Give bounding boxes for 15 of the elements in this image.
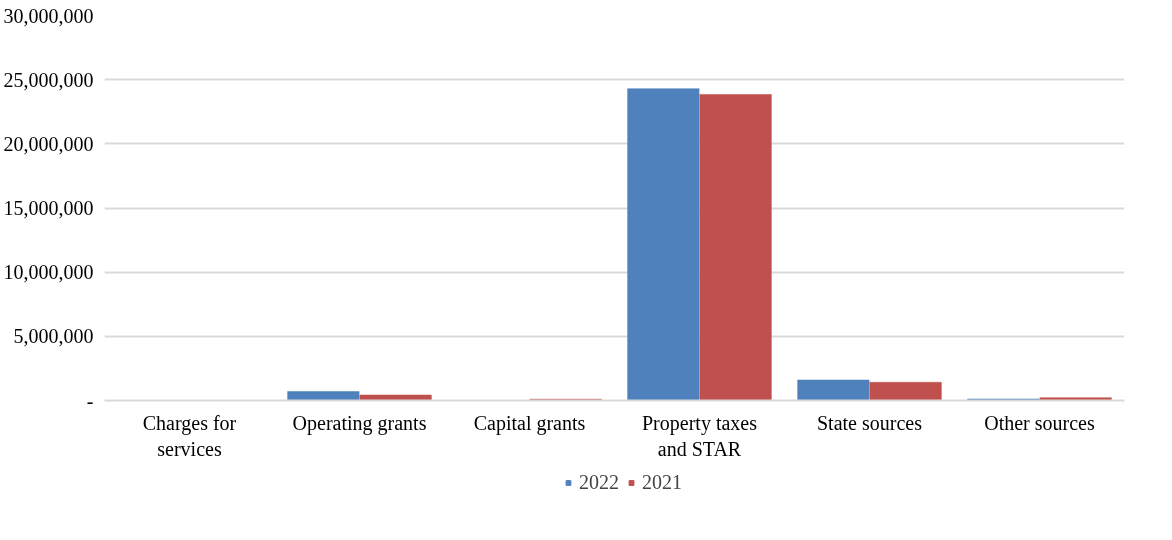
x-tick-label: Operating grants [292,411,427,435]
y-tick-label: 30,000,000 [3,4,94,27]
legend-label: 2021 [642,470,682,494]
x-tick-label: Charges for services [142,411,237,460]
x-tick-label: State sources [817,411,923,434]
legend-label: 2022 [579,470,619,494]
x-tick-label: Other sources [984,411,1095,434]
y-tick-label: - [86,389,94,412]
y-tick-label: 25,000,000 [3,68,94,91]
y-tick-label: 15,000,000 [3,197,94,219]
x-tick-label: Capital grants [473,411,586,435]
y-tick-label: 20,000,000 [3,132,94,155]
y-tick-label: 5,000,000 [13,325,94,348]
y-tick-label: 10,000,000 [3,261,94,284]
x-tick-label: Property taxes and STAR [642,411,758,460]
